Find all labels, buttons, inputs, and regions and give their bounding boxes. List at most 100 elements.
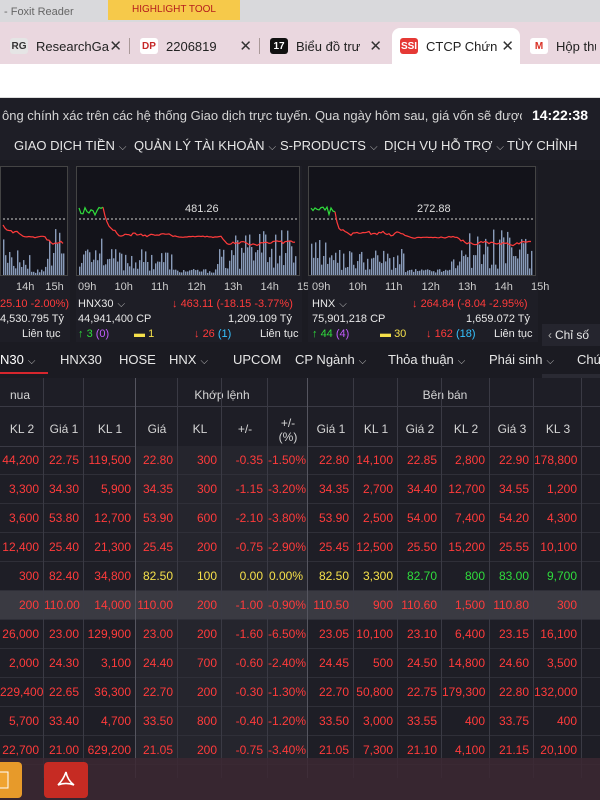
browser-tab[interactable]: RG ResearchGa ✕ — [2, 28, 130, 64]
column-header[interactable]: KL 3 — [545, 422, 571, 436]
column-header[interactable]: Giá 1 — [316, 422, 346, 436]
column-header[interactable]: KL 2 — [9, 422, 35, 436]
index-name[interactable]: HNX ⌵ — [312, 298, 347, 310]
volume-bar — [149, 270, 151, 275]
table-cell: 22.90 — [490, 446, 534, 475]
volume-bar — [31, 271, 33, 275]
volume-bar — [337, 262, 339, 275]
foxit-taskbar-icon[interactable] — [0, 762, 22, 798]
chart-panel-partial[interactable]: 14h 15h 25.10 -2.00%) 4,530.795 Tỷ Liên … — [0, 166, 70, 342]
volume-bar — [163, 262, 165, 275]
table-cell: -0.90% — [268, 591, 308, 620]
browser-tab[interactable]: SSI CTCP Chứn ✕ — [392, 28, 520, 64]
volume-bar — [275, 234, 277, 275]
table-row[interactable]: 2,000 24.30 3,100 24.40 700 -0.60 -2.40% 24.45 5… — [0, 649, 600, 678]
menu-item[interactable]: QUẢN LÝ TÀI KHOẢN ⌵ — [134, 138, 276, 153]
board-tab[interactable]: CP Ngành ⌵ — [295, 352, 366, 367]
board-tab[interactable]: HNX ⌵ — [169, 352, 208, 367]
board-tab[interactable]: Thỏa thuận ⌵ — [388, 352, 465, 367]
volume-bar — [175, 269, 177, 275]
hour-label: 12h — [187, 281, 206, 293]
table-row[interactable]: 26,000 23.00 129,900 23.00 200 -1.60 -6.50% 23.… — [0, 620, 600, 649]
table-cell: 25.55 — [490, 533, 534, 562]
table-cell: 179,300 — [442, 678, 490, 707]
board-tab[interactable]: N30 ⌵ — [0, 352, 35, 367]
chart-hours-partial: 14h 15h — [16, 281, 64, 293]
menu-item[interactable]: S-PRODUCTS ⌵ — [280, 138, 378, 153]
volume-bar — [503, 237, 505, 275]
browser-tab[interactable]: DP 2206819 ✕ — [132, 28, 260, 64]
menu-item[interactable]: TÙY CHỈNH — [507, 138, 578, 153]
index-name[interactable]: HNX30 ⌵ — [78, 298, 126, 310]
chart-panel-hnx[interactable]: 272.88 09h 10h 11h 12h 13h 14h 15h HNX ⌵ ↓ 264.… — [308, 166, 549, 342]
column-header[interactable]: +/- — [280, 416, 296, 430]
table-row[interactable]: 3,600 53.80 12,700 53.90 600 -2.10 -3.80% 53.90… — [0, 504, 600, 533]
volume-bar — [519, 249, 521, 275]
board-tab[interactable]: Chứ — [577, 352, 600, 367]
table-cell: 22.80 — [490, 678, 534, 707]
column-header[interactable]: Giá 3 — [497, 422, 527, 436]
column-header-unit: (%) — [278, 430, 298, 444]
volume-bar — [89, 252, 91, 275]
column-header[interactable]: Giá 1 — [49, 422, 79, 436]
volume-bar — [377, 255, 379, 275]
volume-bar — [183, 270, 185, 275]
board-tab[interactable]: Phái sinh ⌵ — [489, 352, 554, 367]
volume-bar — [129, 266, 131, 275]
board-tab[interactable]: UPCOM — [233, 352, 281, 367]
table-row[interactable]: 12,400 25.40 21,300 25.45 200 -0.75 -2.90% 25.4… — [0, 533, 600, 562]
column-header[interactable]: KL 2 — [453, 422, 479, 436]
volume-bar — [213, 272, 215, 275]
menu-item[interactable]: GIAO DỊCH TIỀN ⌵ — [14, 138, 126, 153]
volume-bar — [383, 250, 385, 275]
table-row[interactable]: 44,200 22.75 119,500 22.80 300 -0.35 -1.50% 22.… — [0, 446, 600, 475]
table-cell: 119,500 — [84, 446, 136, 475]
volume-bar — [449, 269, 451, 275]
column-header[interactable]: Giá 2 — [405, 422, 435, 436]
volume-bar — [197, 269, 199, 275]
session-status: Liên tục — [494, 328, 533, 340]
close-icon[interactable]: ✕ — [109, 38, 122, 55]
volume-bar — [413, 271, 415, 275]
table-row[interactable]: 229,400 22.65 36,300 22.70 200 -0.30 -1.30% 22.… — [0, 678, 600, 707]
column-header[interactable]: Giá — [147, 422, 167, 436]
close-icon[interactable]: ✕ — [501, 38, 514, 55]
table-cell: 2,500 — [354, 504, 398, 533]
address-bar[interactable] — [0, 64, 600, 98]
volume-bar — [205, 269, 207, 275]
volume-bar — [159, 261, 161, 275]
volume-bar — [219, 249, 221, 275]
pdf-taskbar-icon[interactable] — [44, 762, 88, 798]
table-cell: 33.75 — [490, 707, 534, 736]
highlight-tool-button[interactable]: HIGHLIGHT TOOL — [108, 0, 240, 20]
chevron-down-icon: ⌵ — [117, 299, 126, 310]
column-header[interactable]: KL — [192, 422, 208, 436]
table-cell: 22.70 — [308, 678, 354, 707]
close-icon[interactable]: ✕ — [369, 38, 382, 55]
tab-title: CTCP Chứn — [426, 38, 498, 54]
volume-bar — [461, 250, 463, 275]
volume-bar — [329, 257, 331, 275]
browser-tab[interactable]: M Hộp thư — [522, 28, 600, 64]
board-tab[interactable]: HOSE — [119, 352, 156, 367]
browser-tab[interactable]: 17 Biểu đồ trư ✕ — [262, 28, 388, 64]
column-header[interactable]: KL 1 — [363, 422, 389, 436]
chart-panel-hnx30[interactable]: 481.26 09h 10h 11h 12h 13h 14h 15h HNX30 ⌵ ↓ 46… — [76, 166, 315, 342]
favicon-icon: SSI — [400, 38, 418, 54]
menu-item[interactable]: DỊCH VỤ HỖ TRỢ ⌵ — [384, 138, 504, 153]
column-header[interactable]: KL 1 — [97, 422, 123, 436]
column-header[interactable]: +/- — [237, 422, 253, 436]
volume-bar — [393, 257, 395, 275]
table-row[interactable]: 300 82.40 34,800 82.50 100 0.00 0.00% 82.50 3,30… — [0, 562, 600, 591]
table-cell: 12,700 — [84, 504, 136, 533]
table-row[interactable]: 5,700 33.40 4,700 33.50 800 -0.40 -1.20% 33.50 3… — [0, 707, 600, 736]
board-tab[interactable]: HNX30 — [60, 352, 102, 367]
table-row[interactable]: 3,300 34.30 5,900 34.35 300 -1.15 -3.20% 34.35 2… — [0, 475, 600, 504]
table-row[interactable]: 200 110.00 14,000 110.00 200 -1.00 -0.90% 110.5… — [0, 591, 600, 620]
volume-bar — [251, 247, 253, 275]
close-icon[interactable]: ✕ — [239, 38, 252, 55]
volume-bar — [87, 249, 89, 275]
table-cell: 22.65 — [44, 678, 84, 707]
favicon-icon: DP — [140, 38, 158, 54]
volume-bar — [447, 270, 449, 275]
